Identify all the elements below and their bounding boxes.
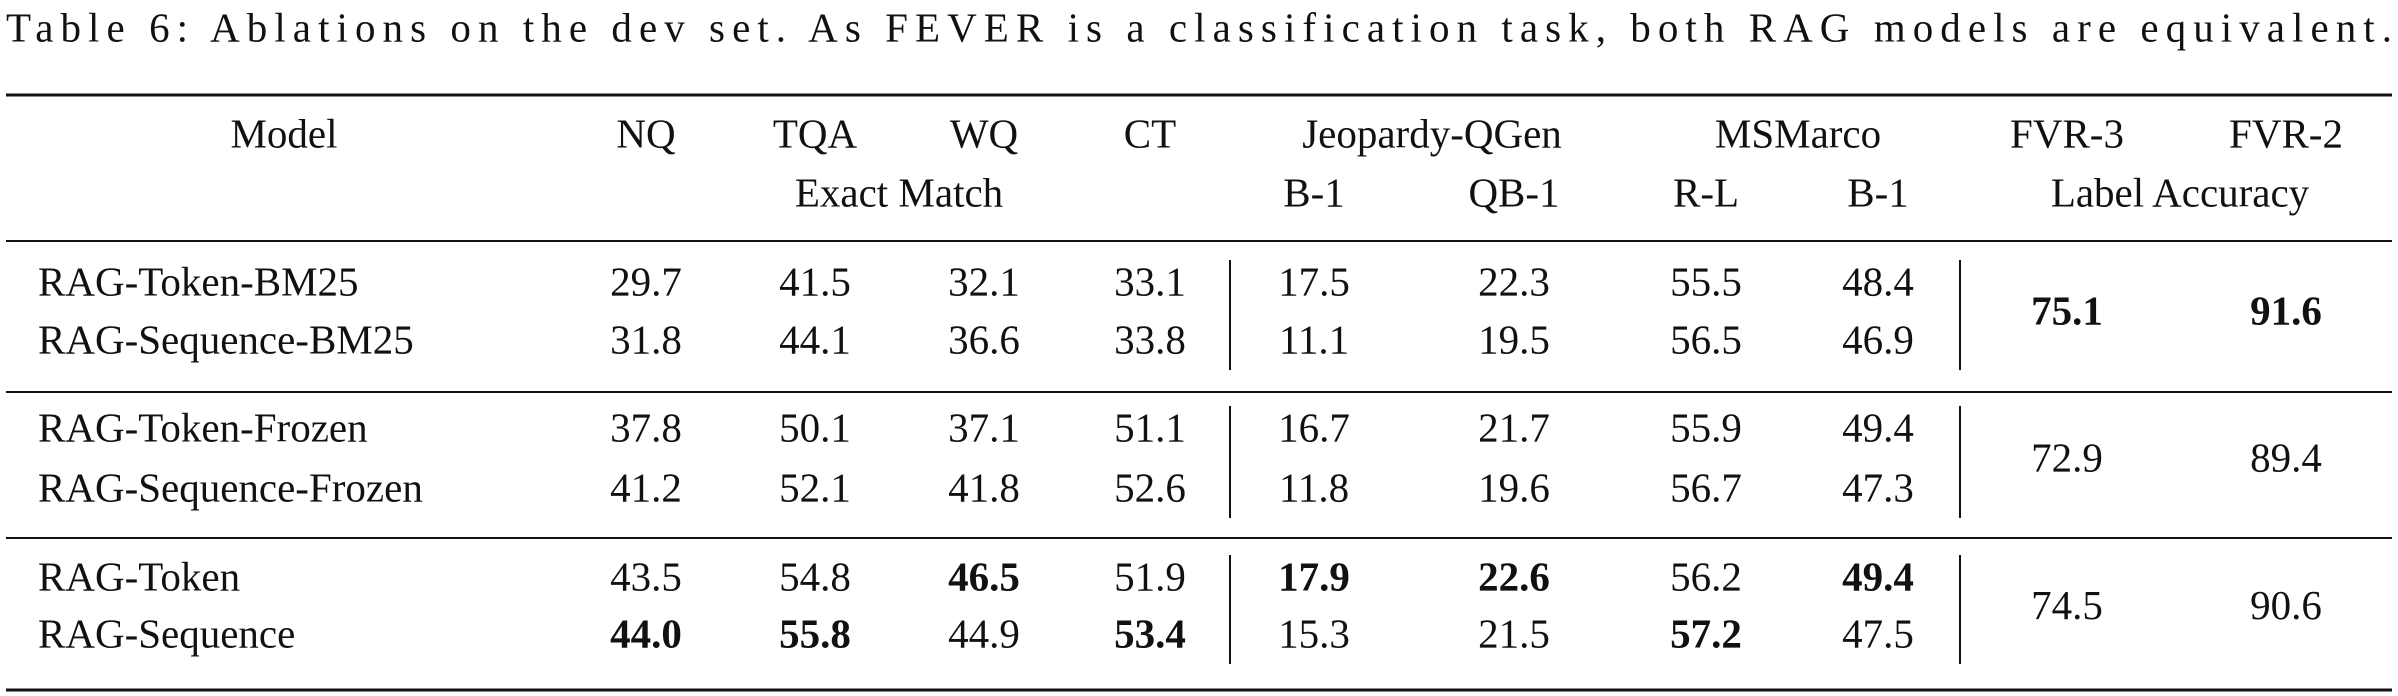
header-subcell: QB-1 <box>1468 169 1559 215</box>
fvr-cell: 89.4 <box>2250 434 2322 480</box>
value-cell: 57.2 <box>1670 610 1742 656</box>
fvr-cell: 90.6 <box>2250 582 2322 628</box>
model-name: RAG-Sequence-Frozen <box>38 464 423 510</box>
value-cell: 52.1 <box>779 464 851 510</box>
value-cell: 11.1 <box>1279 316 1349 362</box>
model-name: RAG-Sequence <box>38 610 295 656</box>
header-subcell: Exact Match <box>795 169 1003 215</box>
fvr-cell: 72.9 <box>2031 434 2103 480</box>
value-cell: 29.7 <box>610 258 682 304</box>
header-cell: Model <box>230 110 337 156</box>
value-cell: 53.4 <box>1114 610 1186 656</box>
value-cell: 55.5 <box>1670 258 1742 304</box>
value-cell: 21.7 <box>1478 404 1550 450</box>
value-cell: 17.5 <box>1278 258 1350 304</box>
value-cell: 47.5 <box>1842 610 1914 656</box>
header-cell: FVR-2 <box>2229 110 2343 156</box>
value-cell: 46.9 <box>1842 316 1914 362</box>
value-cell: 32.1 <box>948 258 1020 304</box>
header-cell: MSMarco <box>1715 110 1881 156</box>
value-cell: 37.8 <box>610 404 682 450</box>
fvr-cell: 74.5 <box>2031 582 2103 628</box>
value-cell: 37.1 <box>948 404 1020 450</box>
value-cell: 51.1 <box>1114 404 1186 450</box>
value-cell: 51.9 <box>1114 553 1186 599</box>
header-subcell: B-1 <box>1283 169 1345 215</box>
model-name: RAG-Token <box>38 553 240 599</box>
model-name: RAG-Token-BM25 <box>38 258 359 304</box>
header-subcell: Label Accuracy <box>2051 169 2310 215</box>
value-cell: 54.8 <box>779 553 851 599</box>
value-cell: 19.6 <box>1478 464 1550 510</box>
value-cell: 47.3 <box>1842 464 1914 510</box>
header-cell: WQ <box>950 110 1018 156</box>
value-cell: 21.5 <box>1478 610 1550 656</box>
model-name: RAG-Sequence-BM25 <box>38 316 414 362</box>
value-cell: 44.0 <box>610 610 682 656</box>
value-cell: 49.4 <box>1842 404 1914 450</box>
value-cell: 22.6 <box>1478 553 1550 599</box>
value-cell: 46.5 <box>948 553 1020 599</box>
header-cell: CT <box>1124 110 1176 156</box>
value-cell: 49.4 <box>1842 553 1914 599</box>
value-cell: 50.1 <box>779 404 851 450</box>
value-cell: 11.8 <box>1279 464 1349 510</box>
caption: Table 6: Ablations on the dev set. As FE… <box>6 4 2392 50</box>
value-cell: 41.8 <box>948 464 1020 510</box>
value-cell: 15.3 <box>1278 610 1350 656</box>
value-cell: 41.5 <box>779 258 851 304</box>
header-cell: FVR-3 <box>2010 110 2124 156</box>
value-cell: 44.9 <box>948 610 1020 656</box>
value-cell: 56.5 <box>1670 316 1742 362</box>
value-cell: 22.3 <box>1478 258 1550 304</box>
value-cell: 43.5 <box>610 553 682 599</box>
value-cell: 44.1 <box>779 316 851 362</box>
value-cell: 55.8 <box>779 610 851 656</box>
header-subcell: R-L <box>1673 169 1739 215</box>
header-cell: TQA <box>773 110 858 156</box>
header-cell: Jeopardy-QGen <box>1302 110 1562 156</box>
value-cell: 16.7 <box>1278 404 1350 450</box>
value-cell: 33.8 <box>1114 316 1186 362</box>
value-cell: 33.1 <box>1114 258 1186 304</box>
value-cell: 55.9 <box>1670 404 1742 450</box>
model-name: RAG-Token-Frozen <box>38 404 368 450</box>
value-cell: 31.8 <box>610 316 682 362</box>
header-cell: NQ <box>616 110 675 156</box>
header-subcell: B-1 <box>1847 169 1909 215</box>
fvr-cell: 91.6 <box>2250 287 2322 333</box>
value-cell: 48.4 <box>1842 258 1914 304</box>
fvr-cell: 75.1 <box>2031 287 2103 333</box>
value-cell: 56.7 <box>1670 464 1742 510</box>
value-cell: 52.6 <box>1114 464 1186 510</box>
value-cell: 56.2 <box>1670 553 1742 599</box>
value-cell: 36.6 <box>948 316 1020 362</box>
value-cell: 19.5 <box>1478 316 1550 362</box>
value-cell: 17.9 <box>1278 553 1350 599</box>
value-cell: 41.2 <box>610 464 682 510</box>
